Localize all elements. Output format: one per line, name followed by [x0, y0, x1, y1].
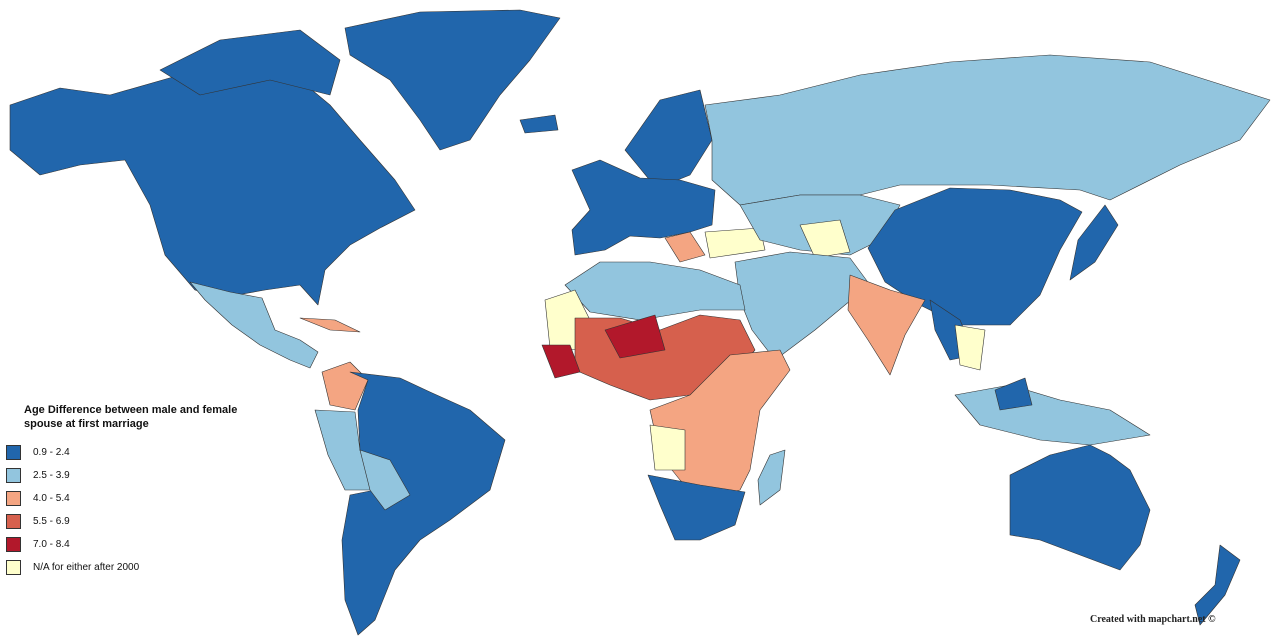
country-shape [571, 159, 716, 256]
country-shape [359, 449, 411, 511]
country-shape [704, 227, 766, 259]
country-shape [734, 251, 871, 361]
country-shape [647, 474, 746, 541]
legend: Age Difference between male and female s… [6, 403, 266, 579]
legend-title: Age Difference between male and female s… [24, 404, 238, 430]
country-shape [1194, 544, 1241, 626]
legend-swatch [6, 514, 21, 529]
country-shape [867, 187, 1083, 326]
legend-swatch [6, 468, 21, 483]
country-shape [344, 9, 561, 151]
credit: Created with mapchart.net © [1090, 614, 1216, 625]
country-shape [1009, 444, 1151, 571]
country-shape [994, 377, 1033, 411]
legend-item: 2.5 - 3.9 [6, 464, 266, 487]
country-shape [9, 61, 416, 306]
country-shape [299, 317, 361, 333]
country-shape [159, 29, 341, 96]
legend-label: 7.0 - 8.4 [33, 539, 70, 550]
legend-item: 0.9 - 2.4 [6, 441, 266, 464]
legend-swatch [6, 560, 21, 575]
legend-item: 5.5 - 6.9 [6, 510, 266, 533]
legend-swatch [6, 537, 21, 552]
legend-swatch [6, 445, 21, 460]
legend-label: 2.5 - 3.9 [33, 470, 70, 481]
country-shape [541, 344, 581, 379]
country-shape [954, 324, 986, 371]
legend-label: N/A for either after 2000 [33, 562, 140, 573]
legend-label: 4.0 - 5.4 [33, 493, 70, 504]
country-shape [954, 384, 1151, 446]
legend-swatch [6, 491, 21, 506]
country-shape [847, 274, 926, 376]
country-shape [799, 219, 851, 259]
country-shape [604, 314, 666, 359]
legend-item: N/A for either after 2000 [6, 556, 266, 579]
legend-label: 5.5 - 6.9 [33, 516, 70, 527]
country-shape [624, 89, 713, 186]
legend-items: 0.9 - 2.4 2.5 - 3.9 4.0 - 5.4 5.5 - 6.9 7.0 … [6, 441, 266, 579]
country-shape [564, 261, 746, 321]
country-shape [1069, 204, 1119, 281]
country-shape [704, 54, 1271, 206]
country-shape [519, 114, 559, 134]
legend-label: 0.9 - 2.4 [33, 447, 70, 458]
country-shape [649, 424, 686, 471]
country-shape [189, 281, 319, 369]
legend-item: 4.0 - 5.4 [6, 487, 266, 510]
country-shape [664, 231, 706, 263]
country-shape [757, 449, 786, 506]
country-shape [341, 371, 506, 636]
legend-item: 7.0 - 8.4 [6, 533, 266, 556]
